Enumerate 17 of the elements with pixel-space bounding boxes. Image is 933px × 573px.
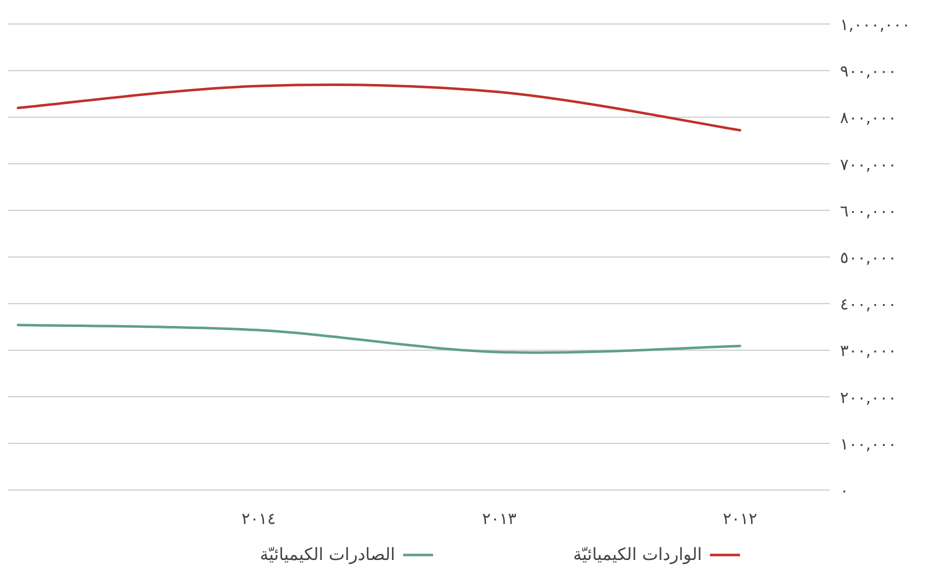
y-tick-label: ٨٠٠,٠٠٠ xyxy=(840,108,897,128)
x-tick-label: ٢٠١٤ xyxy=(241,509,276,528)
y-tick-label: ٣٠٠,٠٠٠ xyxy=(840,341,897,360)
y-tick-label: ١,٠٠٠,٠٠٠ xyxy=(840,15,910,34)
y-tick-label: ٤٠٠,٠٠٠ xyxy=(840,294,897,314)
x-tick-label: ٢٠١٢ xyxy=(722,509,758,528)
line-series xyxy=(16,324,742,354)
x-tick-label: ٢٠١٣ xyxy=(482,509,517,528)
y-tick-label: ٦٠٠,٠٠٠ xyxy=(840,201,897,220)
legend-label: الواردات الكيميائيّة xyxy=(573,545,702,565)
y-tick-label: ٧٠٠,٠٠٠ xyxy=(840,154,897,174)
y-tick-label: ٠ xyxy=(840,481,849,500)
y-tick-label: ١٠٠,٠٠٠ xyxy=(840,434,897,454)
y-tick-label: ٥٠٠,٠٠٠ xyxy=(840,248,897,267)
y-tick-label: ٢٠٠,٠٠٠ xyxy=(840,388,897,407)
y-tick-label: ٩٠٠,٠٠٠ xyxy=(840,62,897,81)
legend-label: الصادرات الكيميائيّة xyxy=(260,545,396,565)
